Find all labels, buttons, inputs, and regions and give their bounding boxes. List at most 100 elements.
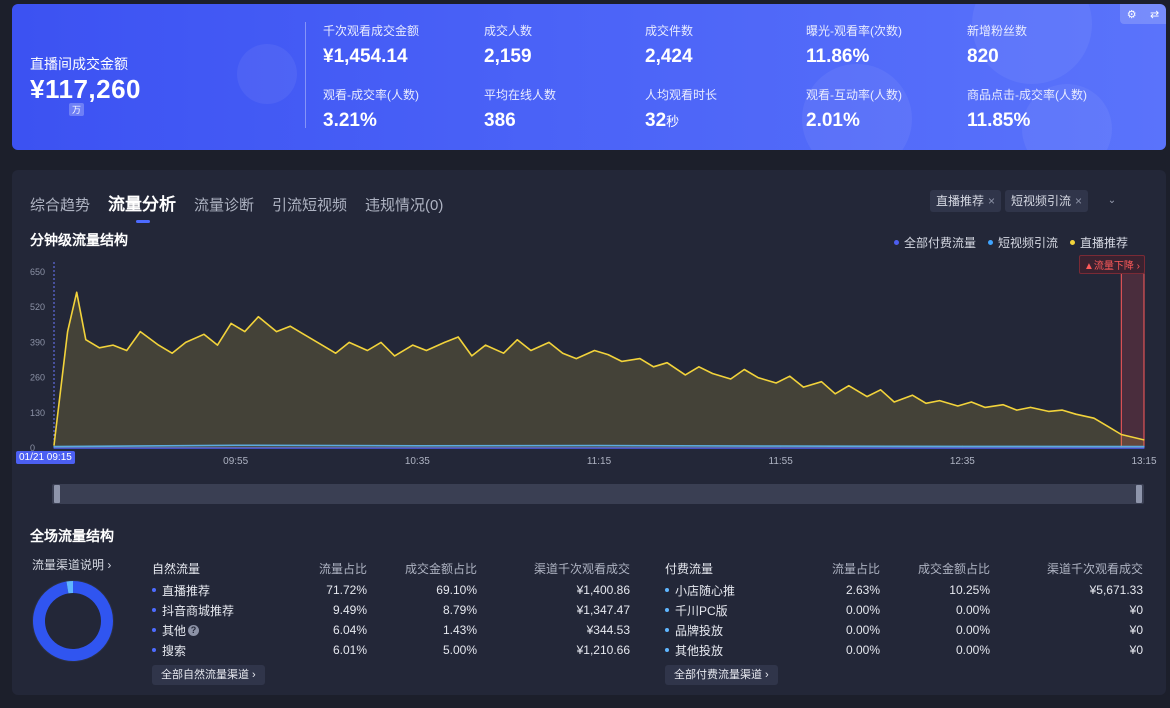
cell-share: 0.00% — [845, 623, 880, 637]
slider-right-handle[interactable] — [1136, 485, 1142, 503]
channel-name: 其他投放 — [675, 643, 724, 658]
table-header: 自然流量 流量占比 成交金额占比 渠道千次观看成交 — [152, 558, 630, 578]
legend-dot — [1069, 240, 1075, 245]
data-point — [1048, 410, 1050, 412]
data-point — [1016, 409, 1018, 411]
data-point — [516, 339, 518, 341]
help-icon[interactable]: ? — [188, 624, 200, 636]
table-row[interactable]: 品牌投放 0.00% 0.00% ¥0 — [665, 620, 1143, 640]
bullet-icon — [665, 608, 669, 612]
table-header: 付费流量 流量占比 成交金额占比 渠道千次观看成交 — [665, 558, 1143, 578]
cell-gpm: ¥0 — [1129, 623, 1143, 637]
data-point — [802, 386, 805, 388]
data-point — [203, 333, 205, 335]
bullet-icon — [152, 648, 156, 652]
donut-slice[interactable] — [33, 581, 113, 661]
metric-label: 平均在线人数 — [484, 88, 557, 102]
cell-share: 0.00% — [845, 603, 880, 617]
y-tick-label: 130 — [30, 408, 45, 418]
close-icon[interactable]: × — [987, 194, 995, 208]
data-point — [757, 377, 759, 379]
filter-chip[interactable]: 短视频引流 × — [1004, 190, 1088, 212]
data-point — [53, 446, 55, 448]
data-point — [1075, 413, 1077, 415]
data-point — [925, 402, 927, 404]
tab-1[interactable]: 流量分析 — [108, 190, 176, 223]
close-icon[interactable]: × — [1074, 194, 1082, 208]
legend-dot — [893, 240, 899, 245]
channel-explain-link[interactable]: 流量渠道说明 › — [32, 558, 112, 572]
x-tick-label: 10:35 — [405, 456, 430, 467]
table-row[interactable]: 小店随心推 2.63% 10.25% ¥5,671.33 — [665, 580, 1143, 600]
data-point — [303, 333, 305, 335]
data-point — [139, 331, 141, 333]
tab-4[interactable]: 违规情况(0) — [365, 197, 444, 214]
data-point — [335, 352, 337, 354]
metric-card: 成交件数 2,424 — [645, 22, 795, 68]
data-point — [1093, 417, 1095, 419]
data-point — [1120, 433, 1122, 436]
data-point — [1143, 446, 1145, 448]
metric-card: 平均在线人数 386 — [484, 86, 634, 132]
metric-number: 3.21% — [323, 110, 377, 131]
cell-gmv-share: 0.00% — [955, 643, 990, 657]
legend-item[interactable]: 短视频引流 — [987, 234, 1058, 251]
table-row[interactable]: 直播推荐 71.72% 69.10% ¥1,400.86 — [152, 580, 630, 600]
data-point — [85, 339, 87, 341]
data-point — [743, 368, 745, 371]
data-point — [394, 355, 396, 357]
table-row[interactable]: 千川PC版 0.00% 0.00% ¥0 — [665, 600, 1143, 620]
all-paid-channels-button[interactable]: 全部付费流量渠道 › — [665, 665, 778, 685]
table-row[interactable]: 抖音商城推荐 9.49% 8.79% ¥1,347.47 — [152, 600, 630, 620]
decor-circle — [1022, 84, 1112, 150]
data-point — [562, 352, 564, 354]
data-point — [53, 447, 55, 449]
overview-banner: 直播间成交金额 ¥117,260 万 千次观看成交金额 ¥1,454.14 成交人数… — [12, 4, 1166, 150]
metric-value: 2,159 — [484, 46, 634, 68]
column-header: 付费流量 — [665, 561, 714, 576]
cell-share: 6.04% — [332, 623, 367, 637]
paid-traffic-table: 付费流量 流量占比 成交金额占比 渠道千次观看成交 小店随心推 2.63% 10.25% ¥5… — [665, 558, 1143, 660]
start-time-tag[interactable]: 01/21 09:15 — [16, 451, 75, 464]
metric-number: 2,159 — [484, 46, 532, 67]
table-row[interactable]: 搜索 6.01% 5.00% ¥1,210.66 — [152, 640, 630, 660]
legend-item[interactable]: 全部付费流量 — [893, 234, 976, 251]
column-header: 流量占比 — [831, 561, 880, 576]
data-point — [834, 393, 836, 395]
cell-gpm: ¥1,400.86 — [576, 583, 630, 597]
chevron-down-icon[interactable]: ⌄ — [1107, 195, 1117, 206]
legend-dot — [987, 240, 993, 245]
gear-icon[interactable]: ⚙ — [1126, 8, 1137, 21]
tab-3[interactable]: 引流短视频 — [272, 197, 348, 214]
all-natural-channels-button[interactable]: 全部自然流量渠道 › — [152, 665, 265, 685]
cell-gmv-share: 0.00% — [955, 603, 990, 617]
data-point — [416, 445, 418, 447]
full-section-title: 全场流量结构 — [30, 528, 114, 544]
channel-name: 搜索 — [162, 643, 187, 658]
data-point — [607, 354, 609, 356]
table-row[interactable]: 其他投放 0.00% 0.00% ¥0 — [665, 640, 1143, 660]
filter-chip[interactable]: 直播推荐 × — [929, 190, 1001, 212]
data-point — [171, 352, 173, 354]
slider-left-handle[interactable] — [54, 485, 60, 503]
bullet-icon — [152, 608, 156, 612]
metric-value: 2.01% — [806, 110, 956, 132]
x-tick-label: 09:55 — [223, 456, 248, 467]
swap-icon[interactable]: ⇄ — [1150, 8, 1160, 21]
data-point — [711, 372, 714, 375]
channel-cell: 搜索 — [152, 642, 302, 659]
column-header: 成交金额占比 — [404, 561, 477, 576]
bullet-icon — [152, 588, 156, 592]
traffic-drop-region[interactable] — [1120, 271, 1145, 449]
time-range-slider[interactable] — [52, 484, 1144, 504]
x-tick-label: 13:15 — [1131, 456, 1156, 467]
table-row[interactable]: 其他? 6.04% 1.43% ¥344.53 — [152, 620, 630, 640]
legend-item[interactable]: 直播推荐 — [1069, 234, 1128, 251]
traffic-drop-tag[interactable]: ▲流量下降 › — [1079, 255, 1146, 274]
data-point — [1143, 447, 1145, 449]
tab-2[interactable]: 流量诊断 — [194, 197, 255, 214]
channel-name: 直播推荐 — [162, 583, 211, 598]
tab-0[interactable]: 综合趋势 — [30, 197, 91, 214]
data-point — [257, 316, 259, 318]
legend-label: 直播推荐 — [1079, 236, 1128, 250]
